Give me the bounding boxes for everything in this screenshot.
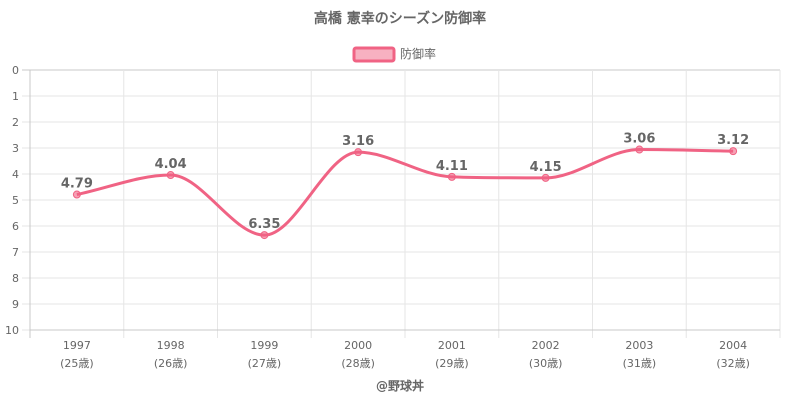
y-tick-label: 1 (12, 90, 19, 103)
x-tick-sublabel: (26歳) (154, 357, 188, 370)
series-era (76, 148, 734, 237)
x-tick-label: 2000 (344, 339, 372, 352)
data-point[interactable] (354, 148, 363, 157)
data-label: 4.04 (155, 157, 187, 172)
x-axis: 1997 (25歳) 1998 (26歳) 1999 (27歳) 2000 (28歳) 2001… (60, 339, 750, 370)
y-tick-label: 6 (12, 220, 19, 233)
data-point[interactable] (635, 145, 644, 154)
y-tick-label: 9 (12, 298, 19, 311)
x-tick-label: 1998 (157, 339, 185, 352)
y-tick-label: 7 (12, 246, 19, 259)
x-tick-sublabel: (27歳) (248, 357, 282, 370)
data-label: 4.15 (530, 160, 562, 175)
y-tick-label: 3 (12, 142, 19, 155)
data-points (72, 145, 738, 240)
x-tick-label: 2004 (719, 339, 747, 352)
x-tick-label: 2003 (625, 339, 653, 352)
grid (22, 69, 781, 338)
y-tick-label: 2 (12, 116, 19, 129)
x-tick-sublabel: (29歳) (435, 357, 469, 370)
y-tick-label: 5 (12, 194, 19, 207)
data-point[interactable] (447, 172, 456, 181)
x-tick-sublabel: (28歳) (341, 357, 375, 370)
data-label: 6.35 (248, 217, 280, 232)
data-label: 3.12 (717, 133, 749, 148)
data-label: 4.79 (61, 177, 93, 192)
x-tick-sublabel: (31歳) (623, 357, 657, 370)
data-point[interactable] (729, 147, 738, 156)
x-tick-sublabel: (25歳) (60, 357, 94, 370)
x-tick-label: 1999 (250, 339, 278, 352)
y-tick-label: 10 (5, 324, 19, 337)
data-point[interactable] (260, 231, 269, 240)
x-tick-sublabel: (30歳) (529, 357, 563, 370)
data-label: 4.11 (436, 159, 468, 174)
y-tick-label: 4 (12, 168, 19, 181)
data-point[interactable] (166, 171, 175, 180)
x-tick-label: 1997 (63, 339, 91, 352)
data-labels: 4.79 4.04 6.35 3.16 4.11 4.15 3.06 3.12 (61, 132, 749, 233)
legend-label[interactable]: 防御率 (400, 46, 436, 61)
y-tick-label: 8 (12, 272, 19, 285)
legend-swatch[interactable] (352, 46, 396, 63)
data-label: 3.16 (342, 134, 374, 149)
x-tick-sublabel: (32歳) (716, 357, 750, 370)
x-tick-label: 2002 (532, 339, 560, 352)
credit-text: @野球丼 (376, 378, 424, 393)
data-point[interactable] (72, 190, 81, 199)
y-tick-label: 0 (12, 64, 19, 77)
y-axis: 0 1 2 3 4 5 6 7 8 9 10 (5, 64, 19, 337)
data-label: 3.06 (623, 132, 655, 147)
data-point[interactable] (541, 173, 550, 182)
legend[interactable]: 防御率 (352, 46, 436, 63)
x-tick-label: 2001 (438, 339, 466, 352)
chart-title: 高橋 憲幸のシーズン防御率 (314, 10, 486, 27)
series-line (76, 148, 734, 237)
